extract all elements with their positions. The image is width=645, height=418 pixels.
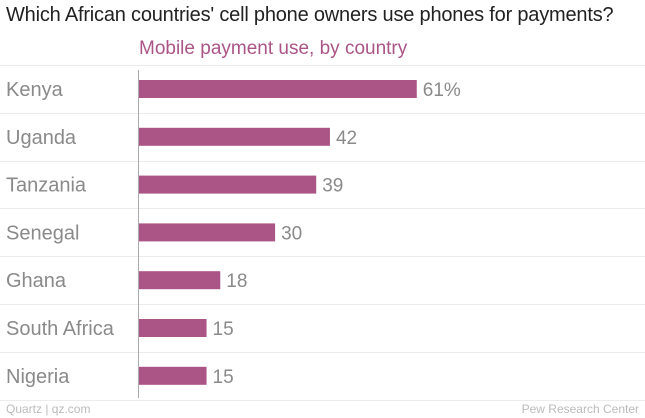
chart-title: Which African countries' cell phone owne… xyxy=(6,4,614,26)
category-label: Kenya xyxy=(6,79,64,101)
category-label: Senegal xyxy=(6,222,79,244)
footer-credit: Quartz | qz.com xyxy=(6,402,91,416)
bar xyxy=(138,127,330,146)
bar xyxy=(138,175,317,194)
bar xyxy=(138,319,207,337)
bar xyxy=(138,80,417,98)
value-label: 42 xyxy=(336,128,357,149)
value-label: 39 xyxy=(322,176,343,197)
chart-subtitle: Mobile payment use, by country xyxy=(139,38,408,59)
bar xyxy=(138,366,207,385)
bar xyxy=(138,223,276,242)
footer-source: Pew Research Center xyxy=(521,402,639,416)
bar xyxy=(138,271,221,290)
value-label: 61% xyxy=(423,80,461,101)
category-label: Nigeria xyxy=(6,366,70,388)
category-label: South Africa xyxy=(6,318,115,340)
value-label: 15 xyxy=(213,319,234,340)
value-label: 18 xyxy=(226,271,247,292)
value-label: 30 xyxy=(281,223,302,244)
category-label: Tanzania xyxy=(6,175,87,197)
category-label: Ghana xyxy=(6,270,67,292)
category-label: Uganda xyxy=(6,127,77,149)
value-label: 15 xyxy=(213,367,234,388)
